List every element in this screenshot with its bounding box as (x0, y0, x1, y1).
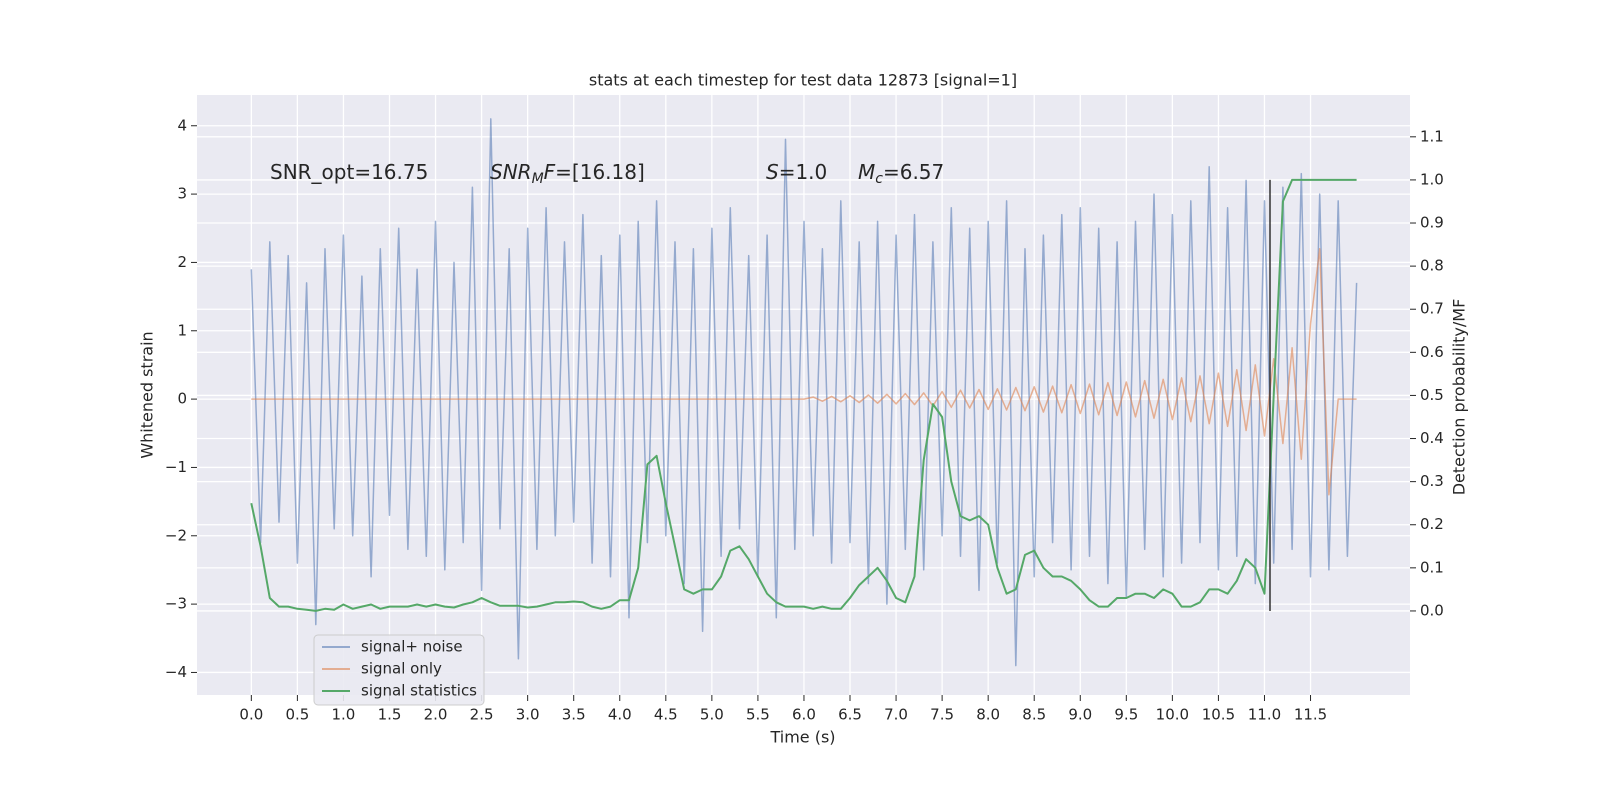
legend-box (313, 634, 485, 706)
x-tick-label: 9.5 (1114, 706, 1138, 724)
annotation: SNR_opt=16.75 (270, 160, 428, 184)
x-tick-label: 7.0 (884, 706, 908, 724)
y-axis-label: Whitened strain (138, 331, 157, 458)
x-tick-label: 8.0 (976, 706, 1000, 724)
annotation-part: F (544, 160, 556, 184)
legend-label: signal only (361, 660, 442, 678)
y-tick-label: 3 (177, 185, 187, 203)
y2-tick-label: 0.0 (1420, 601, 1444, 619)
legend-label: signal statistics (361, 682, 477, 700)
annotation: SNRMF=[16.18] (490, 160, 645, 188)
y-tick-label: 4 (177, 116, 187, 134)
annotation-part: SNR_opt=16.75 (270, 160, 428, 184)
x-tick-label: 0.0 (239, 706, 263, 724)
annotation-part: M (532, 171, 544, 187)
chart-title: stats at each timestep for test data 128… (589, 71, 1017, 90)
y2-tick-label: 1.0 (1420, 170, 1444, 188)
series-line (250, 178, 1357, 612)
x-tick-label: 4.0 (608, 706, 632, 724)
y-tick-label: −1 (165, 458, 187, 476)
x-tick-label: 11.0 (1248, 706, 1281, 724)
annotation-part: =6.57 (883, 160, 944, 184)
x-tick-label: 5.0 (700, 706, 724, 724)
y2-tick-label: 0.2 (1420, 515, 1444, 533)
y-tick-label: 0 (177, 390, 187, 408)
y-tick-label: 1 (177, 321, 187, 339)
y-tick-label: 2 (177, 253, 187, 271)
x-tick-label: 10.0 (1156, 706, 1189, 724)
annotation-part: =[16.18] (555, 160, 645, 184)
annotation-part: =1.0 (779, 160, 828, 184)
y-tick-label: −4 (165, 663, 187, 681)
x-tick-label: 6.0 (792, 706, 816, 724)
y2-tick-label: 0.5 (1420, 386, 1444, 404)
x-tick-label: 8.5 (1022, 706, 1046, 724)
y2-tick-label: 0.9 (1420, 214, 1444, 232)
y2-tick-label: 0.3 (1420, 472, 1444, 490)
annotation-part: SNR (490, 160, 532, 184)
x-tick-label: 3.5 (562, 706, 586, 724)
annotation-part: M (858, 160, 875, 184)
x-axis-label: Time (s) (769, 728, 835, 747)
x-tick-label: 7.5 (930, 706, 954, 724)
y2-axis-label: Detection probability/MF (1450, 299, 1469, 496)
series-line (250, 118, 1358, 667)
legend-label: signal+ noise (361, 638, 463, 656)
y2-tick-label: 0.4 (1420, 429, 1444, 447)
annotation-part: c (875, 171, 883, 187)
x-tick-label: 1.0 (332, 706, 356, 724)
series-line (251, 248, 1357, 496)
y2-tick-label: 1.1 (1420, 127, 1444, 145)
x-tick-label: 10.5 (1202, 706, 1235, 724)
x-tick-label: 11.5 (1294, 706, 1327, 724)
x-tick-label: 3.0 (516, 706, 540, 724)
y2-tick-label: 0.6 (1420, 343, 1444, 361)
y-tick-label: −2 (165, 526, 187, 544)
plot (250, 118, 1358, 667)
y2-tick-label: 0.7 (1420, 300, 1444, 318)
x-tick-label: 2.0 (424, 706, 448, 724)
x-tick-label: 0.5 (285, 706, 309, 724)
x-tick-label: 1.5 (378, 706, 402, 724)
y2-tick-label: 0.8 (1420, 257, 1444, 275)
x-tick-label: 9.0 (1068, 706, 1092, 724)
annotation: S=1.0 (766, 160, 827, 184)
y2-tick-label: 0.1 (1420, 558, 1444, 576)
x-tick-label: 4.5 (654, 706, 678, 724)
y-tick-label: −3 (165, 595, 187, 613)
x-tick-label: 6.5 (838, 706, 862, 724)
annotation: Mc=6.57 (858, 160, 944, 188)
x-tick-label: 5.5 (746, 706, 770, 724)
annotation-part: S (766, 160, 779, 184)
x-tick-label: 2.5 (470, 706, 494, 724)
